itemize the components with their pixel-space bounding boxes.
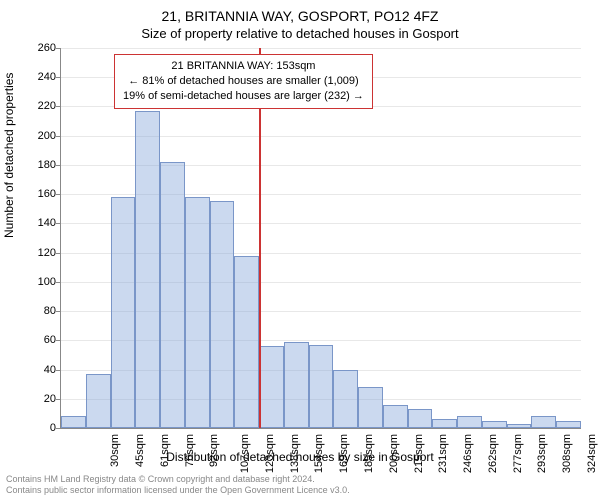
y-tick-label: 120	[26, 247, 56, 259]
y-tick-label: 160	[26, 188, 56, 200]
x-tick-label: 138sqm	[289, 434, 301, 473]
y-tick-mark	[56, 340, 60, 341]
y-tick-label: 40	[26, 364, 56, 376]
histogram-bar	[234, 256, 259, 428]
footer-line2: Contains public sector information licen…	[6, 485, 350, 496]
x-tick-label: 154sqm	[314, 434, 326, 473]
histogram-bar	[259, 346, 284, 428]
x-tick-label: 308sqm	[561, 434, 573, 473]
y-axis-label: Number of detached properties	[2, 73, 16, 238]
y-tick-label: 20	[26, 393, 56, 405]
x-tick-label: 185sqm	[363, 434, 375, 473]
histogram-bar	[507, 424, 532, 428]
x-tick-label: 30sqm	[109, 434, 121, 467]
histogram-bar	[358, 387, 383, 428]
y-tick-mark	[56, 136, 60, 137]
y-tick-mark	[56, 399, 60, 400]
x-tick-label: 169sqm	[338, 434, 350, 473]
histogram-bar	[61, 416, 86, 428]
y-tick-label: 60	[26, 334, 56, 346]
histogram-bar	[284, 342, 309, 428]
chart-subtitle: Size of property relative to detached ho…	[0, 26, 600, 41]
histogram-bar	[160, 162, 185, 428]
histogram-bar	[210, 201, 235, 428]
histogram-bar	[408, 409, 433, 428]
histogram-bar	[482, 421, 507, 428]
x-tick-label: 293sqm	[536, 434, 548, 473]
x-tick-label: 277sqm	[512, 434, 524, 473]
histogram-bar	[86, 374, 111, 428]
x-tick-label: 61sqm	[159, 434, 171, 467]
y-tick-label: 0	[26, 422, 56, 434]
histogram-bar	[135, 111, 160, 428]
x-tick-label: 107sqm	[239, 434, 251, 473]
y-tick-mark	[56, 223, 60, 224]
y-tick-label: 140	[26, 217, 56, 229]
x-tick-label: 92sqm	[208, 434, 220, 467]
y-tick-label: 180	[26, 159, 56, 171]
footer-line1: Contains HM Land Registry data © Crown c…	[6, 474, 350, 485]
x-tick-label: 215sqm	[413, 434, 425, 473]
y-tick-mark	[56, 253, 60, 254]
annotation-line: 19% of semi-detached houses are larger (…	[123, 89, 364, 104]
y-tick-mark	[56, 282, 60, 283]
histogram-bar	[309, 345, 334, 428]
histogram-bar	[556, 421, 581, 428]
footer-attribution: Contains HM Land Registry data © Crown c…	[6, 474, 350, 497]
y-tick-mark	[56, 428, 60, 429]
x-tick-label: 324sqm	[586, 434, 598, 473]
chart-title: 21, BRITANNIA WAY, GOSPORT, PO12 4FZ	[0, 8, 600, 24]
y-tick-mark	[56, 48, 60, 49]
y-tick-label: 220	[26, 100, 56, 112]
y-tick-mark	[56, 370, 60, 371]
annotation-box: 21 BRITANNIA WAY: 153sqm← 81% of detache…	[114, 54, 373, 109]
histogram-bar	[333, 370, 358, 428]
y-tick-label: 100	[26, 276, 56, 288]
x-tick-label: 200sqm	[388, 434, 400, 473]
annotation-line: 21 BRITANNIA WAY: 153sqm	[123, 59, 364, 74]
x-tick-label: 45sqm	[134, 434, 146, 467]
y-tick-mark	[56, 194, 60, 195]
histogram-bar	[531, 416, 556, 428]
y-tick-mark	[56, 165, 60, 166]
y-tick-mark	[56, 106, 60, 107]
x-tick-label: 246sqm	[462, 434, 474, 473]
histogram-bar	[111, 197, 136, 428]
x-tick-label: 76sqm	[184, 434, 196, 467]
y-tick-label: 80	[26, 305, 56, 317]
gridline	[61, 48, 581, 49]
x-tick-label: 123sqm	[264, 434, 276, 473]
y-tick-label: 200	[26, 130, 56, 142]
annotation-line: ← 81% of detached houses are smaller (1,…	[123, 74, 364, 89]
y-tick-label: 240	[26, 71, 56, 83]
x-tick-label: 262sqm	[487, 434, 499, 473]
histogram-bar	[457, 416, 482, 428]
y-tick-mark	[56, 77, 60, 78]
histogram-bar	[185, 197, 210, 428]
y-tick-label: 260	[26, 42, 56, 54]
histogram-bar	[383, 405, 408, 428]
histogram-bar	[432, 419, 457, 428]
y-tick-mark	[56, 311, 60, 312]
x-tick-label: 231sqm	[437, 434, 449, 473]
